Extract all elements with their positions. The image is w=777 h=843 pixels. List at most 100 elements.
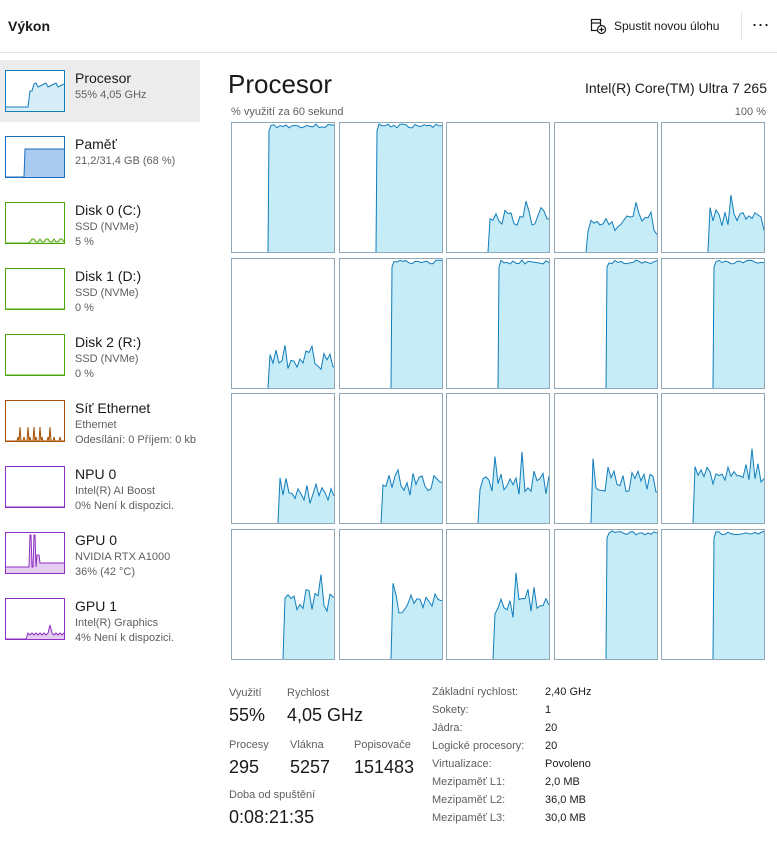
sidebar-item-gpu-0[interactable]: GPU 0 NVIDIA RTX A1000 36% (42 °C) <box>0 522 200 584</box>
sidebar-item-npu-0[interactable]: NPU 0 Intel(R) AI Boost 0% Není k dispozic… <box>0 456 200 518</box>
sidebar-item-subtitle: Intel(R) AI Boost <box>75 485 156 497</box>
new-task-label: Spustit novou úlohu <box>614 19 720 33</box>
cpu-core-graph <box>661 258 765 389</box>
cpu-core-graph <box>446 393 550 524</box>
detail-value: 30,0 MB <box>545 812 586 824</box>
detail-key: Sokety: <box>432 704 469 716</box>
uptime-label: Doba od spuštění <box>229 789 316 801</box>
sidebar-thumbnail-graph <box>5 136 65 178</box>
toolbar-divider <box>741 12 742 40</box>
sidebar-item-subtitle: 55% 4,05 GHz <box>75 89 147 101</box>
sidebar-item-title: GPU 0 <box>75 532 118 548</box>
sidebar-thumbnail-graph <box>5 334 65 376</box>
sidebar-item-subtitle: 21,2/31,4 GB (68 %) <box>75 155 176 167</box>
sidebar-thumbnail-graph <box>5 400 65 442</box>
detail-key: Virtualizace: <box>432 758 492 770</box>
sidebar-item-title: Disk 2 (R:) <box>75 334 142 350</box>
sidebar-item-detail: 4% Není k dispozici. <box>75 632 175 644</box>
sidebar-item-title: Paměť <box>75 136 117 152</box>
sidebar-item-gpu-1[interactable]: GPU 1 Intel(R) Graphics 4% Není k dispozic… <box>0 588 200 650</box>
sidebar-item-detail: Odesílání: 0 Příjem: 0 kb <box>75 434 197 446</box>
cpu-core-graph <box>231 258 335 389</box>
sidebar-thumbnail-graph <box>5 268 65 310</box>
detail-key: Základní rychlost: <box>432 686 519 698</box>
sidebar-item-title: Procesor <box>75 70 132 86</box>
cpu-core-graph <box>446 529 550 660</box>
sidebar-item-subtitle: SSD (NVMe) <box>75 221 139 233</box>
cpu-core-graph <box>231 529 335 660</box>
detail-key: Mezipaměť L3: <box>432 812 506 824</box>
sidebar-thumbnail-graph <box>5 466 65 508</box>
graph-axis-label: % využití za 60 sekund <box>231 106 344 118</box>
handles-label: Popisovače <box>354 739 411 751</box>
page-title: Výkon <box>8 18 51 34</box>
detail-value: 2,40 GHz <box>545 686 592 698</box>
detail-key: Mezipaměť L1: <box>432 776 506 788</box>
processes-label: Procesy <box>229 739 269 751</box>
speed-value: 4,05 GHz <box>287 705 364 725</box>
cpu-core-graph <box>554 122 658 253</box>
cpu-core-graph <box>446 258 550 389</box>
detail-value: 2,0 MB <box>545 776 580 788</box>
utilization-label: Využití <box>229 687 262 699</box>
detail-key: Logické procesory: <box>432 740 525 752</box>
sidebar-item-title: NPU 0 <box>75 466 117 482</box>
uptime-value: 0:08:21:35 <box>229 807 315 827</box>
sidebar-thumbnail-graph <box>5 202 65 244</box>
detail-key: Jádra: <box>432 722 463 734</box>
new-task-icon <box>590 18 606 34</box>
cpu-core-graph <box>554 393 658 524</box>
cpu-core-graph <box>231 393 335 524</box>
detail-value: Povoleno <box>545 758 591 770</box>
sidebar-item-disk-1[interactable]: Disk 1 (D:) SSD (NVMe) 0 % <box>0 258 200 320</box>
sidebar-item-subtitle: SSD (NVMe) <box>75 287 139 299</box>
sidebar-item-memory[interactable]: Paměť 21,2/31,4 GB (68 %) <box>0 126 200 188</box>
detail-value: 1 <box>545 704 552 716</box>
detail-value: 20 <box>545 740 558 752</box>
sidebar-item-subtitle: NVIDIA RTX A1000 <box>75 551 171 563</box>
sidebar-item-subtitle: SSD (NVMe) <box>75 353 139 365</box>
sidebar-item-detail: 0% Není k dispozici. <box>75 500 175 512</box>
sidebar-thumbnail-graph <box>5 598 65 640</box>
processes-value: 295 <box>229 757 260 777</box>
cpu-model-name: Intel(R) Core(TM) Ultra 7 265 <box>584 80 767 96</box>
sidebar-item-detail: 36% (42 °C) <box>75 566 136 578</box>
threads-label: Vlákna <box>290 739 324 751</box>
detail-value: 36,0 MB <box>545 794 586 806</box>
main-title: Procesor <box>228 69 333 99</box>
sidebar-item-disk-0[interactable]: Disk 0 (C:) SSD (NVMe) 5 % <box>0 192 200 254</box>
sidebar-item-detail: 0 % <box>75 302 94 314</box>
threads-value: 5257 <box>290 757 331 777</box>
cpu-core-graph <box>446 122 550 253</box>
sidebar-thumbnail-graph <box>5 70 65 112</box>
cpu-core-graph <box>231 122 335 253</box>
sidebar-item-subtitle: Ethernet <box>75 419 117 431</box>
cpu-core-graph <box>554 529 658 660</box>
cpu-core-graph <box>339 393 443 524</box>
cpu-core-graph <box>661 393 765 524</box>
cpu-core-graph <box>339 529 443 660</box>
cpu-core-graph <box>661 529 765 660</box>
detail-key: Mezipaměť L2: <box>432 794 506 806</box>
detail-value: 20 <box>545 722 558 734</box>
sidebar-item-title: Síť Ethernet <box>75 400 151 416</box>
graph-axis-max: 100 % <box>734 106 766 118</box>
sidebar-item-cpu[interactable]: Procesor 55% 4,05 GHz <box>0 60 200 122</box>
top-bar: Výkon Spustit novou úlohu ⋯ <box>0 0 777 53</box>
handles-value: 151483 <box>354 757 415 777</box>
cpu-core-graph <box>554 258 658 389</box>
sidebar-item-title: Disk 1 (D:) <box>75 268 142 284</box>
cpu-core-graph <box>661 122 765 253</box>
sidebar-item-title: GPU 1 <box>75 598 118 614</box>
cpu-core-graph <box>339 122 443 253</box>
sidebar-item-subtitle: Intel(R) Graphics <box>75 617 159 629</box>
sidebar-thumbnail-graph <box>5 532 65 574</box>
utilization-value: 55% <box>229 705 266 725</box>
sidebar-item-ethernet[interactable]: Síť Ethernet Ethernet Odesílání: 0 Příjem:… <box>0 390 200 452</box>
more-options-button[interactable]: ⋯ <box>751 15 771 35</box>
sidebar-item-detail: 5 % <box>75 236 94 248</box>
speed-label: Rychlost <box>287 687 330 699</box>
new-task-button[interactable]: Spustit novou úlohu <box>590 14 719 38</box>
sidebar-item-disk-2[interactable]: Disk 2 (R:) SSD (NVMe) 0 % <box>0 324 200 386</box>
cpu-core-graph <box>339 258 443 389</box>
